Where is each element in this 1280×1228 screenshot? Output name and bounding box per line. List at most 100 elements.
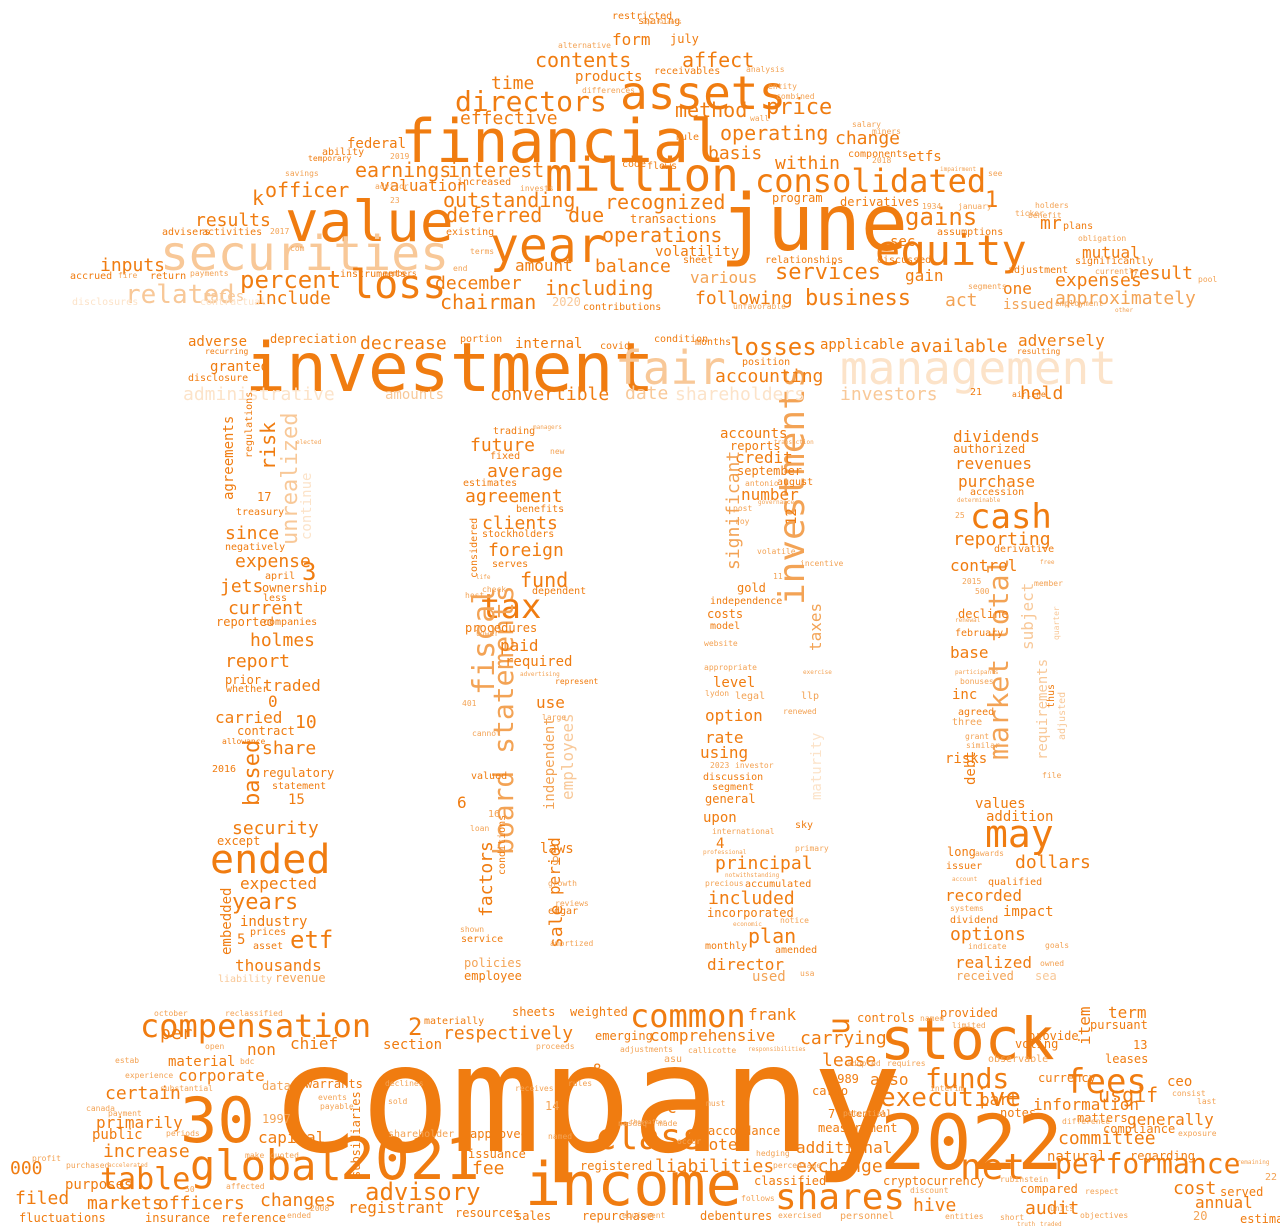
word-filler: website	[704, 639, 738, 648]
word-class: class	[595, 1117, 704, 1158]
word-conditions: conditions	[497, 814, 508, 875]
word-basis: basis	[708, 143, 763, 164]
word-issued: issued	[1003, 297, 1054, 313]
word-potential: potential	[838, 1109, 893, 1120]
word-6: 6	[457, 793, 467, 812]
word-long: long	[947, 845, 976, 859]
word-balance: balance	[595, 256, 671, 277]
word-directors: directors	[455, 85, 607, 118]
word-approximately: approximately	[1055, 288, 1196, 309]
word-credit: credit	[735, 448, 793, 467]
word-date: date	[625, 383, 669, 404]
word-filler: percentage	[773, 1161, 822, 1170]
word-filler: periods	[166, 1129, 200, 1138]
word-exchange: exchange	[796, 1156, 883, 1177]
word-position: position	[742, 357, 791, 368]
word-continue: continue	[299, 472, 315, 540]
word-amended: amended	[775, 945, 818, 956]
word-reference: reference	[221, 1211, 287, 1225]
word-filler: loan	[470, 824, 490, 833]
word-contributions: contributions	[583, 302, 662, 313]
word-decrease: decrease	[360, 333, 447, 354]
word-filler: shown	[460, 925, 485, 934]
word-segment: segment	[712, 782, 755, 793]
word-filler: similar	[966, 741, 1000, 750]
word-shares: shares	[775, 1177, 906, 1218]
word-filler: objectives	[1080, 1211, 1129, 1220]
word-income: income	[525, 1150, 742, 1220]
word-filler: 2023	[710, 761, 730, 770]
word-21: 21	[970, 387, 983, 398]
word-filler: life	[476, 574, 491, 581]
word-assumptions: assumptions	[937, 227, 1004, 238]
word-sheet: sheet	[683, 255, 714, 266]
word-filler: 2015	[962, 577, 982, 586]
word-allowance: allowance	[222, 737, 266, 746]
word-filler: sold	[388, 1097, 408, 1106]
word-plan: plan	[748, 924, 797, 948]
word-filler: limited	[952, 1021, 986, 1030]
word-activities: activities	[202, 227, 263, 238]
word-related: related	[125, 280, 235, 310]
word-table: table	[100, 1162, 191, 1197]
word-5: 5	[237, 932, 246, 948]
word-filler: discount	[910, 1186, 949, 1195]
word-filler: owned	[1040, 959, 1065, 968]
word-adjustment: adjustment	[1008, 265, 1069, 276]
word-advisory: advisory	[365, 1178, 481, 1206]
word-compensation: compensation	[140, 1007, 372, 1045]
word-section: section	[383, 1037, 443, 1053]
word-portion: portion	[460, 334, 503, 345]
word-filler: reviews	[555, 899, 589, 908]
word-k: k	[252, 186, 265, 210]
word-2016: 2016	[212, 764, 237, 775]
word-option: option	[705, 706, 763, 725]
word-principal: principal	[715, 853, 813, 874]
word-filler: precious	[705, 879, 744, 888]
word-filler: ended	[287, 1211, 312, 1220]
word-realized: realized	[955, 953, 1033, 972]
word-valuation: valuation	[380, 176, 467, 195]
word-february: february	[955, 628, 1004, 639]
word-debt: debt	[963, 751, 979, 785]
word-filler: professional	[703, 849, 747, 856]
word-markets: markets	[87, 1193, 163, 1214]
word-consolidated: consolidated	[755, 162, 987, 200]
word-filler: usa	[800, 969, 815, 978]
word-sales: sales	[515, 1209, 552, 1223]
word-dependent: dependent	[532, 586, 587, 597]
word-filler: substantial	[160, 1084, 213, 1093]
word-valued: valued	[471, 771, 508, 782]
word-filler: check	[482, 585, 507, 594]
word-contents: contents	[535, 48, 632, 72]
word-officer: officer	[265, 178, 350, 202]
word-compliance: compliance	[1103, 1122, 1176, 1136]
word-7: 7	[828, 1107, 836, 1121]
word-condition: condition	[654, 334, 709, 345]
word-filler: advertising	[520, 671, 560, 678]
word-held: held	[1020, 383, 1064, 404]
word-whether: whether	[226, 684, 269, 695]
word-effective: effective	[460, 108, 558, 129]
word-term: term	[1108, 1003, 1147, 1022]
word-shareholders: shareholders	[675, 384, 806, 405]
word-filler: 23	[390, 196, 400, 205]
word-risk: risk	[256, 421, 280, 470]
word-cryptocurrency: cryptocurrency	[883, 1174, 985, 1188]
word-filler: pool	[1198, 275, 1218, 284]
word-instruments: instruments	[340, 269, 407, 280]
word-filler: incentive	[800, 559, 844, 568]
word-embedded: embedded	[219, 887, 235, 955]
word-filler: shareholder	[388, 1129, 455, 1140]
word-2021: 2021	[340, 1125, 480, 1193]
word-fixed: fixed	[490, 451, 521, 462]
word-filler: lydon	[705, 689, 730, 698]
word-filler: segments	[968, 282, 1007, 291]
word-within: within	[775, 153, 841, 174]
word-filler: units	[1050, 1204, 1075, 1213]
word-filler: notwithstanding	[725, 872, 780, 879]
word-procedures: procedures	[465, 621, 538, 635]
word-director: director	[707, 955, 785, 974]
word-negatively: negatively	[225, 542, 286, 553]
word-flows: flows	[647, 161, 678, 172]
